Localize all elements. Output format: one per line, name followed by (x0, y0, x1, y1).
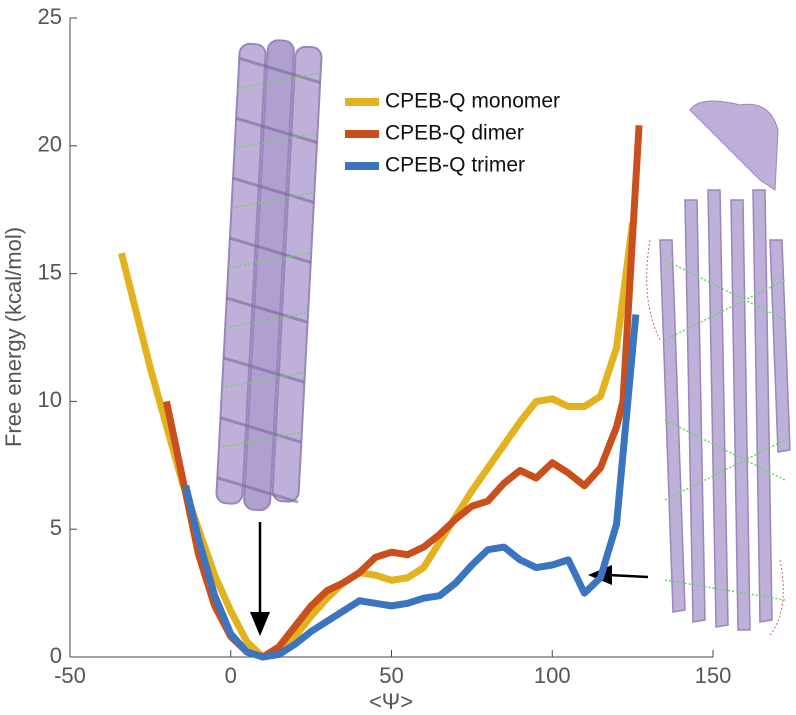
legend-label: CPEB-Q dimer (385, 122, 524, 145)
y-tick-label: 25 (38, 4, 62, 29)
y-tick-label: 0 (50, 643, 62, 668)
y-tick-label: 15 (38, 259, 62, 284)
x-tick-label: 100 (534, 663, 571, 688)
y-tick-label: 10 (38, 387, 62, 412)
y-axis-label: Free energy (kcal/mol) (1, 227, 26, 447)
data-line (182, 314, 640, 661)
x-tick-label: 50 (379, 663, 403, 688)
x-axis-label: <Ψ> (369, 689, 413, 714)
legend-label: CPEB-Q trimer (385, 154, 525, 177)
sheet-structure (646, 100, 791, 636)
helix-structure (215, 39, 323, 512)
legend-label: CPEB-Q monomer (385, 90, 560, 113)
data-line (118, 222, 637, 661)
y-tick-label: 20 (38, 132, 62, 157)
x-tick-label: 0 (225, 663, 237, 688)
x-tick-label: -50 (54, 663, 86, 688)
x-tick-label: 150 (695, 663, 732, 688)
y-tick-label: 5 (50, 515, 62, 540)
